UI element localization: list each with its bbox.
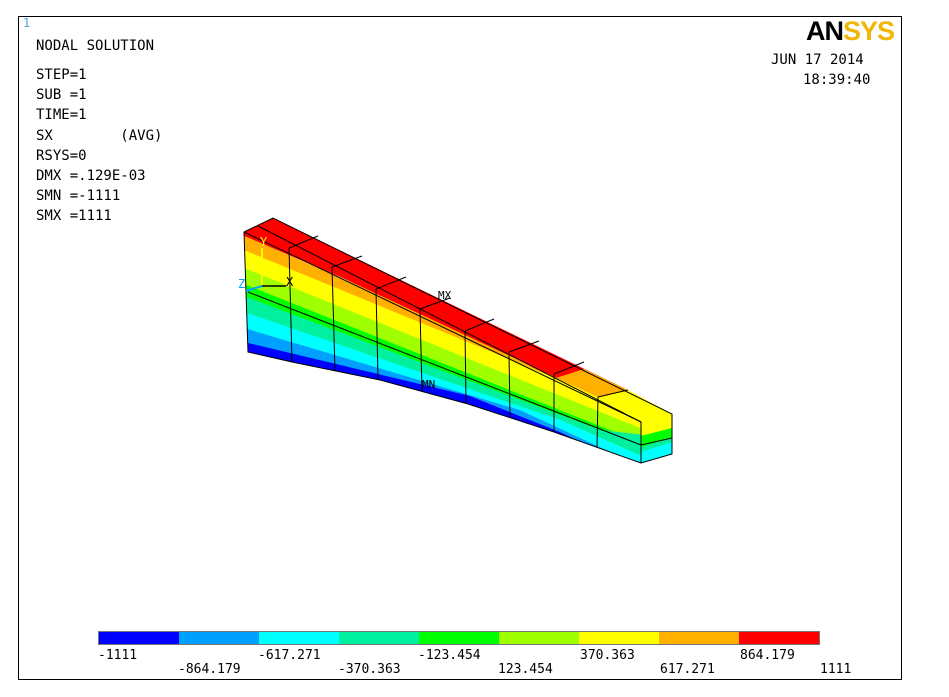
info-rsys: RSYS=0 xyxy=(36,148,87,164)
max-marker: MX xyxy=(438,289,452,302)
contour-legend-bar xyxy=(98,631,820,645)
legend-label-6: 123.454 xyxy=(498,662,553,677)
top-face xyxy=(244,218,672,422)
coordinate-triad: Y X Z xyxy=(238,235,294,292)
legend-label-1: -1111 xyxy=(98,648,138,663)
info-time: TIME=1 xyxy=(36,107,87,123)
legend-label-7: 370.363 xyxy=(580,648,635,663)
legend-color-3 xyxy=(259,632,339,644)
ansys-logo: ANSYS xyxy=(806,16,895,46)
info-smx: SMX =1111 xyxy=(36,208,112,224)
triad-y-label: Y xyxy=(260,235,268,249)
logo-part1: AN xyxy=(806,16,844,46)
window-number: 1 xyxy=(23,16,31,30)
legend-color-8 xyxy=(659,632,739,644)
legend-color-9 xyxy=(739,632,819,644)
legend-label-5: -123.454 xyxy=(418,648,481,663)
info-smn: SMN =-1111 xyxy=(36,188,121,204)
legend-color-1 xyxy=(99,632,179,644)
end-face xyxy=(641,414,672,463)
band-yellowgreen xyxy=(244,268,672,444)
legend-label-10: 1111 xyxy=(820,662,852,677)
legend-label-8: 617.271 xyxy=(660,662,715,677)
triad-x-label: X xyxy=(286,275,294,289)
legend-label-4: -370.363 xyxy=(338,662,401,677)
info-sx: SX (AVG) xyxy=(36,128,163,144)
legend-color-5 xyxy=(419,632,499,644)
legend-color-6 xyxy=(499,632,579,644)
time-label: 18:39:40 xyxy=(803,72,871,88)
triad-z-label: Z xyxy=(238,277,245,291)
legend-color-7 xyxy=(579,632,659,644)
date-label: JUN 17 2014 xyxy=(771,52,864,68)
logo-part2: SYS xyxy=(843,16,895,46)
band-yellow xyxy=(244,250,672,430)
result-title: NODAL SOLUTION xyxy=(36,38,155,54)
legend-color-2 xyxy=(179,632,259,644)
legend-label-3: -617.271 xyxy=(258,648,321,663)
legend-color-4 xyxy=(339,632,419,644)
info-dmx: DMX =.129E-03 xyxy=(36,168,146,184)
info-step: STEP=1 xyxy=(36,67,87,83)
band-lightblue xyxy=(244,328,672,463)
info-sub: SUB =1 xyxy=(36,87,87,103)
band-cyan xyxy=(244,312,672,463)
mesh-lines xyxy=(243,217,673,464)
legend-label-9: 864.179 xyxy=(740,648,795,663)
min-marker: MN xyxy=(422,378,435,391)
legend-label-2: -864.179 xyxy=(178,662,241,677)
